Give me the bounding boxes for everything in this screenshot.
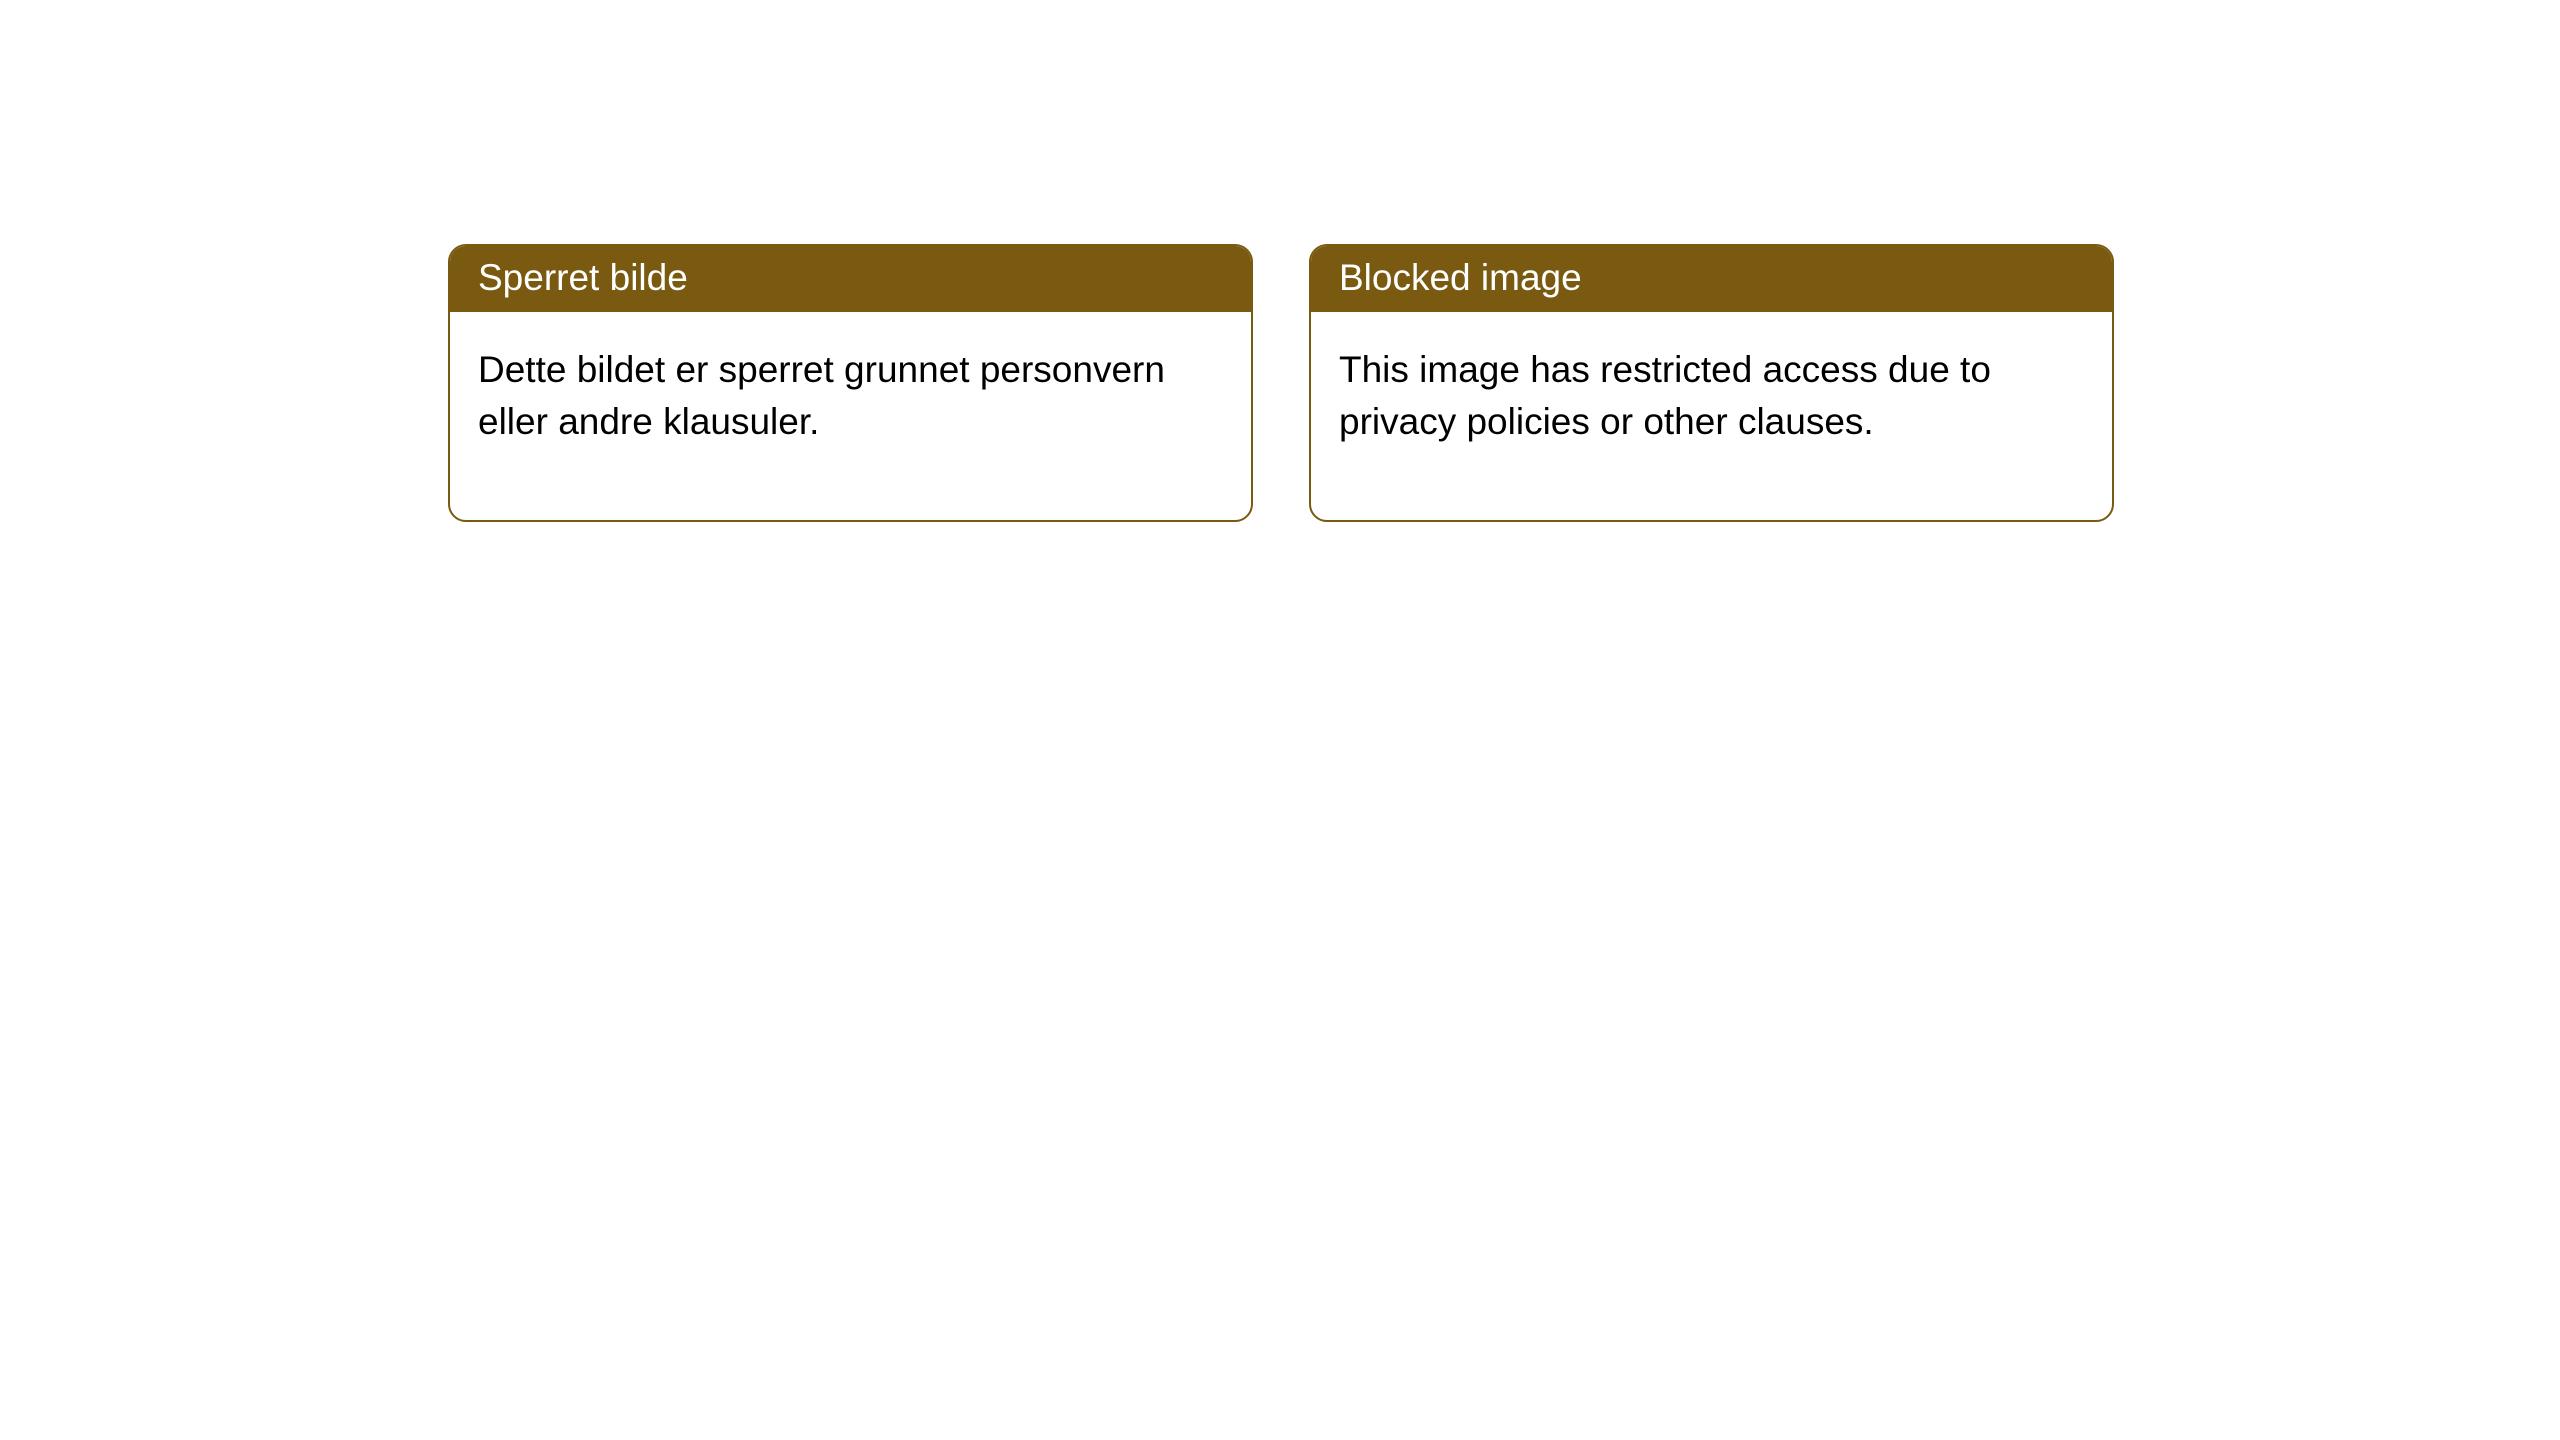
notice-card-english: Blocked image This image has restricted …	[1309, 244, 2114, 522]
notice-body: Dette bildet er sperret grunnet personve…	[450, 312, 1251, 520]
notice-header: Blocked image	[1311, 246, 2112, 312]
notice-body: This image has restricted access due to …	[1311, 312, 2112, 520]
notice-header: Sperret bilde	[450, 246, 1251, 312]
notice-container: Sperret bilde Dette bildet er sperret gr…	[0, 0, 2560, 522]
notice-card-norwegian: Sperret bilde Dette bildet er sperret gr…	[448, 244, 1253, 522]
